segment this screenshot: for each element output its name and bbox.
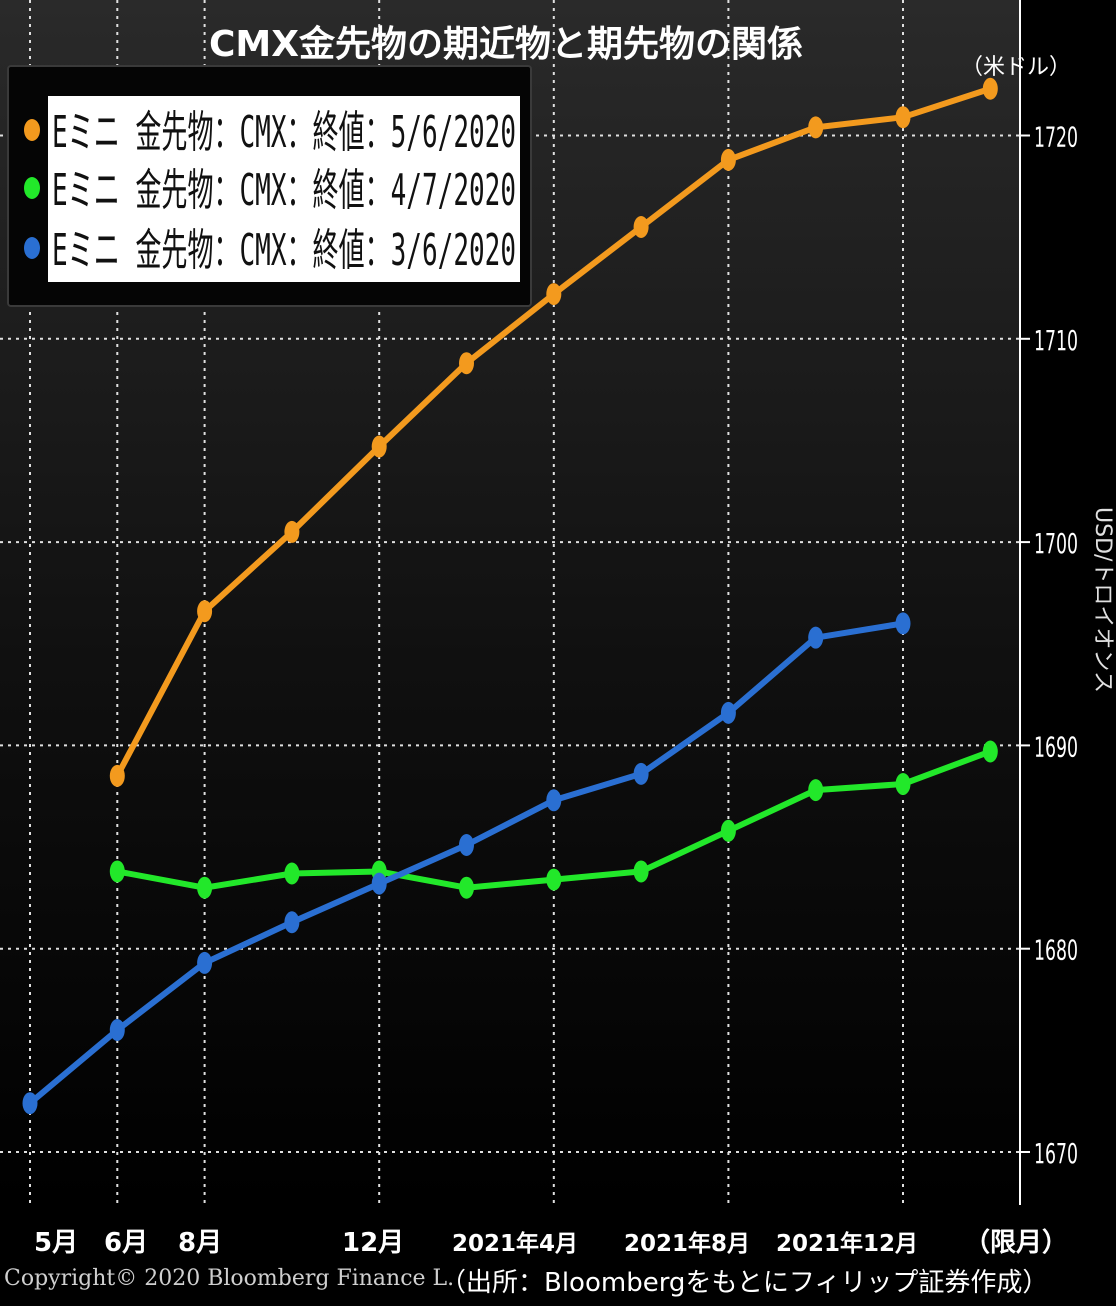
data-point bbox=[808, 626, 824, 649]
x-label-2021-apr: 2021年4月 bbox=[452, 1231, 579, 1257]
y-tick-label: 1720 bbox=[1034, 121, 1078, 154]
data-point bbox=[371, 435, 387, 458]
data-point bbox=[546, 789, 562, 812]
x-label-jun: 6月 bbox=[104, 1228, 149, 1258]
x-label-aug: 8月 bbox=[178, 1228, 223, 1258]
data-point bbox=[982, 77, 998, 100]
data-point bbox=[720, 819, 736, 842]
source-note: （出所：Bloombergをもとにフィリップ証券作成） bbox=[440, 1268, 1049, 1298]
data-point bbox=[459, 876, 474, 899]
data-point bbox=[808, 779, 824, 802]
data-point bbox=[982, 740, 998, 763]
data-point bbox=[197, 600, 213, 623]
data-point bbox=[109, 764, 125, 787]
x-label-2021-aug: 2021年8月 bbox=[624, 1231, 751, 1257]
data-point bbox=[633, 762, 649, 785]
data-point bbox=[895, 106, 911, 129]
data-point bbox=[284, 911, 300, 934]
legend-marker bbox=[24, 177, 40, 199]
y-tick-label: 1690 bbox=[1034, 730, 1078, 763]
data-point bbox=[720, 701, 736, 724]
data-point bbox=[546, 868, 562, 891]
x-label-contract-month: （限月） bbox=[964, 1228, 1069, 1258]
data-point bbox=[633, 215, 649, 238]
legend-label: Eミニ 金先物：CMX：終値：5/6/2020 bbox=[52, 107, 516, 158]
legend-label: Eミニ 金先物：CMX：終値：4/7/2020 bbox=[52, 165, 516, 216]
data-point bbox=[720, 148, 736, 171]
data-point bbox=[895, 612, 911, 635]
y-tick-label: 1700 bbox=[1034, 527, 1078, 560]
legend-marker bbox=[24, 237, 40, 259]
y-tick-label: 1680 bbox=[1034, 934, 1078, 967]
unit-label: （米ドル） bbox=[961, 55, 1071, 80]
data-point bbox=[197, 876, 213, 899]
data-point bbox=[22, 1092, 38, 1115]
data-point bbox=[371, 872, 387, 895]
data-point bbox=[459, 834, 474, 857]
series-lines bbox=[22, 77, 998, 1115]
legend-label: Eミニ 金先物：CMX：終値：3/6/2020 bbox=[52, 225, 516, 276]
data-point bbox=[633, 860, 649, 883]
data-point bbox=[284, 862, 300, 885]
data-point bbox=[109, 860, 125, 883]
x-label-2021-dec: 2021年12月 bbox=[776, 1231, 919, 1257]
y-axis-title: USD/トロイオンス bbox=[1090, 507, 1115, 693]
data-point bbox=[197, 951, 213, 974]
y-axis-ticks: 1670 1680 1690 1700 1710 1720 bbox=[1020, 121, 1078, 1170]
legend-text-panel bbox=[48, 96, 520, 282]
data-point bbox=[895, 773, 911, 796]
chart-title: CMX金先物の期近物と期先物の関係 bbox=[209, 23, 803, 65]
data-point bbox=[459, 352, 474, 375]
data-point bbox=[546, 283, 562, 306]
data-point bbox=[109, 1019, 125, 1042]
copyright-text: Copyright© 2020 Bloomberg Finance L. bbox=[4, 1266, 455, 1291]
x-label-may: 5月 bbox=[34, 1228, 79, 1258]
x-label-dec: 12月 bbox=[342, 1228, 405, 1258]
legend-marker bbox=[24, 119, 40, 141]
legend: Eミニ 金先物：CMX：終値：5/6/2020 Eミニ 金先物：CMX：終値：4/… bbox=[7, 65, 532, 307]
y-tick-label: 1710 bbox=[1034, 324, 1078, 357]
data-point bbox=[284, 520, 300, 543]
data-point bbox=[808, 116, 824, 139]
y-tick-label: 1670 bbox=[1034, 1137, 1078, 1170]
